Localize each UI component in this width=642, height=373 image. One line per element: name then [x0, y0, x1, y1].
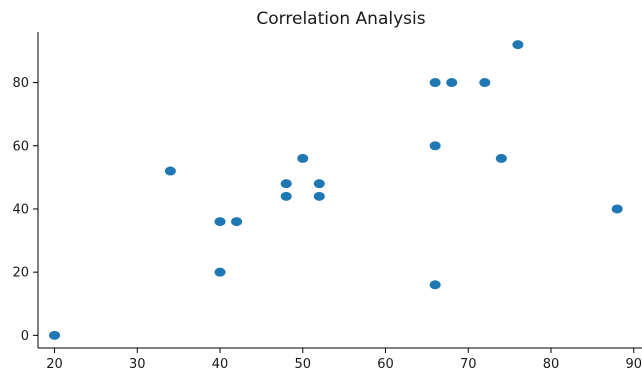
scatter-point — [479, 78, 491, 88]
x-tick-label: 40 — [212, 357, 229, 372]
x-tick-label: 60 — [377, 357, 394, 372]
scatter-point — [313, 191, 325, 201]
x-tick-label: 30 — [129, 357, 146, 372]
scatter-point — [49, 330, 61, 340]
scatter-point — [611, 204, 623, 214]
scatter-points — [49, 40, 623, 340]
scatter-point — [297, 153, 309, 163]
scatter-point — [164, 166, 176, 176]
scatter-point — [214, 267, 226, 277]
scatter-point — [512, 40, 524, 50]
scatter-point — [429, 78, 441, 88]
x-tick-label: 20 — [46, 357, 63, 372]
y-tick-label: 40 — [12, 202, 29, 217]
scatter-point — [429, 280, 441, 290]
scatter-point — [313, 179, 325, 189]
x-tick-label: 80 — [543, 357, 560, 372]
y-tick-label: 0 — [21, 329, 29, 344]
scatter-point — [231, 217, 243, 227]
chart-title: Correlation Analysis — [256, 9, 425, 29]
x-axis-ticks: 20 30 40 50 60 70 80 90 — [46, 348, 642, 372]
y-tick-label: 60 — [12, 139, 29, 154]
scatter-point — [214, 217, 226, 227]
y-tick-label: 20 — [12, 266, 29, 281]
scatter-point — [446, 78, 458, 88]
y-tick-label: 80 — [12, 76, 29, 91]
x-tick-label: 90 — [625, 357, 642, 372]
scatter-point — [280, 191, 292, 201]
x-tick-label: 50 — [294, 357, 311, 372]
plot-area — [37, 32, 642, 349]
scatter-point — [429, 141, 441, 151]
x-tick-label: 70 — [460, 357, 477, 372]
y-axis-ticks: 0 20 40 60 80 — [12, 76, 38, 344]
scatter-point — [495, 153, 507, 163]
scatter-point — [280, 179, 292, 189]
